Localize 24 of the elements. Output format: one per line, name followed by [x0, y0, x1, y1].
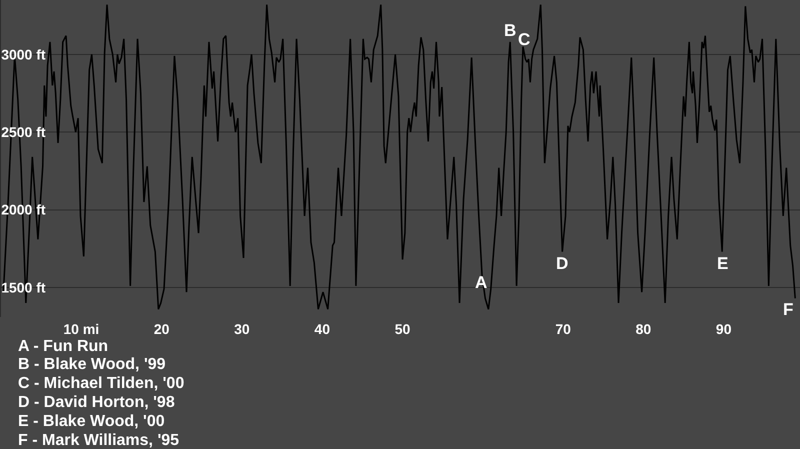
text: A - Fun Run	[18, 338, 108, 355]
text: D - David Horton, '98	[18, 394, 175, 411]
y-tick-label: 1500 ft	[1, 279, 46, 296]
text: B - Blake Wood, '99	[18, 356, 166, 373]
annotation: B	[504, 21, 516, 40]
x-tick-label: 10 mi	[63, 321, 100, 337]
text: E - Blake Wood, '00	[18, 413, 165, 430]
annotation: E	[717, 254, 728, 273]
x-tick-label: 80	[636, 321, 652, 337]
x-tick-label: 20	[154, 321, 170, 337]
x-tick-label: 90	[716, 321, 732, 337]
annotation: D	[556, 254, 568, 273]
text: C - Michael Tilden, '00	[18, 375, 184, 392]
x-tick-label: 70	[555, 321, 572, 337]
text: F - Mark Williams, '95	[18, 432, 180, 449]
x-tick-label: 30	[234, 321, 250, 337]
x-tick-label: 40	[314, 321, 330, 337]
y-tick-label: 3000 ft	[1, 46, 46, 62]
x-tick-label: 50	[394, 321, 411, 337]
y-tick-label: 2000 ft	[1, 202, 46, 218]
annotation: F	[783, 300, 794, 319]
annotation: A	[475, 273, 488, 292]
y-tick-label: 2500 ft	[1, 124, 46, 140]
annotation: C	[518, 30, 530, 49]
